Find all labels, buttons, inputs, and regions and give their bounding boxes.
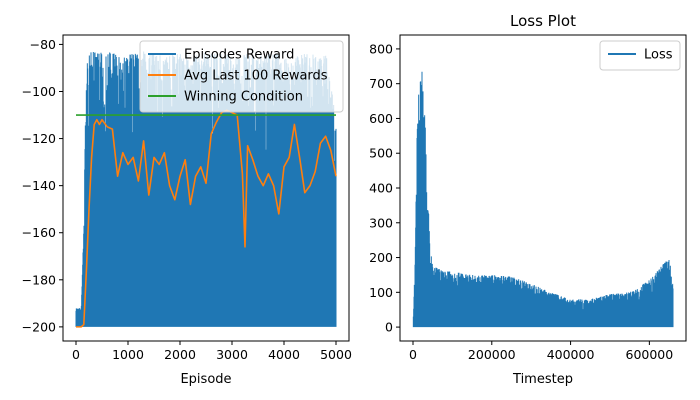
- y-tick-label: 400: [369, 181, 393, 196]
- x-tick-label: 3000: [216, 347, 248, 362]
- loss-plot-panel: 0 200000 400000 600000 0 100 200 300 400 500 600 70…: [369, 12, 687, 387]
- y-tick-label: −100: [22, 84, 56, 99]
- chart-title: Loss Plot: [510, 12, 576, 30]
- y-tick-label: −180: [22, 272, 56, 287]
- y-tick-label: 800: [369, 41, 393, 56]
- y-tick-label: −120: [22, 131, 56, 146]
- y-tick-label: −80: [30, 37, 56, 52]
- series-0-trace: [412, 71, 674, 328]
- y-tick-label: −140: [22, 178, 56, 193]
- series-1-line: [76, 109, 337, 328]
- x-axis-label: Timestep: [512, 372, 573, 387]
- y-tick-label: 300: [369, 215, 393, 230]
- reward-plot-panel: 0 1000 2000 3000 4000 5000 −200 −180 −160 −140 −12…: [22, 34, 352, 387]
- x-tick-label: 4000: [268, 347, 300, 362]
- legend-label: Winning Condition: [184, 90, 303, 105]
- y-tick-label: 600: [369, 111, 393, 126]
- y-tick-label: −160: [22, 225, 56, 240]
- y-tick-label: 0: [385, 320, 393, 335]
- x-tick-label: 5000: [320, 347, 352, 362]
- x-tick-label: 200000: [468, 347, 516, 362]
- legend-label: Loss: [644, 48, 673, 63]
- x-axis-label: Episode: [180, 372, 231, 387]
- y-tick-label: 700: [369, 76, 393, 91]
- y-tick-label: 100: [369, 285, 393, 300]
- x-tick-label: 400000: [547, 347, 595, 362]
- x-tick-label: 0: [72, 347, 80, 362]
- legend-label: Avg Last 100 Rewards: [184, 69, 328, 84]
- x-tick-label: 0: [409, 347, 417, 362]
- legend-box: [139, 40, 344, 113]
- y-tick-label: 500: [369, 146, 393, 161]
- x-tick-label: 1000: [112, 347, 144, 362]
- legend-label: Episodes Reward: [184, 48, 294, 63]
- y-tick-label: −200: [22, 319, 56, 334]
- axes-frame: [62, 34, 350, 342]
- x-tick-label: 600000: [626, 347, 674, 362]
- legend-box: [599, 40, 681, 71]
- x-tick-label: 2000: [164, 347, 196, 362]
- y-tick-label: 200: [369, 250, 393, 265]
